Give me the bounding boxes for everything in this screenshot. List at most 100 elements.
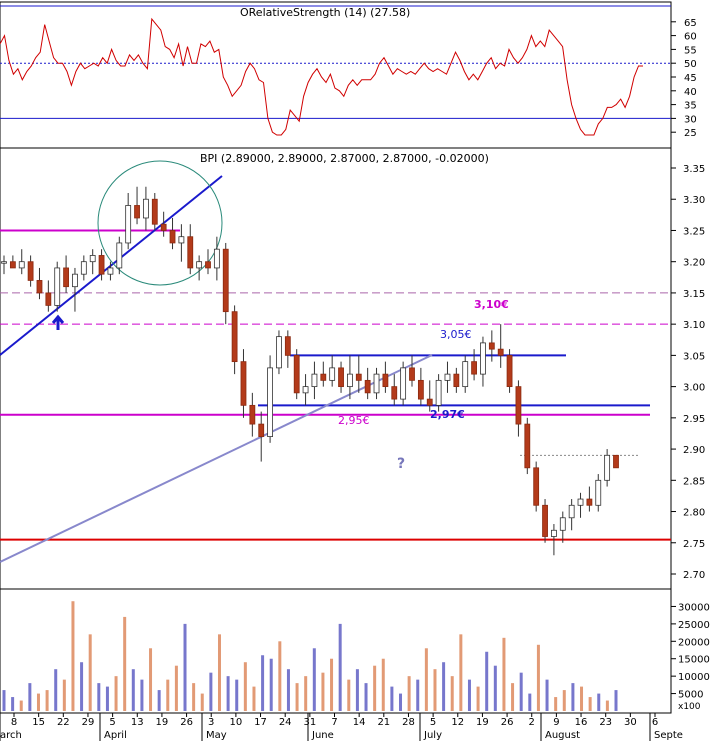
- x-tick-label: 8: [11, 717, 17, 728]
- rsi-reference-lines: [0, 62, 671, 119]
- price-horizontal-lines: [0, 229, 671, 541]
- candle-body: [329, 367, 336, 381]
- rsi-tick-label: 65: [684, 18, 697, 29]
- x-tick-label: 22: [57, 717, 70, 728]
- support-trendline: [0, 354, 433, 563]
- volume-bar: [364, 683, 368, 711]
- candlestick: [506, 349, 513, 393]
- candle-body: [125, 205, 132, 244]
- candle-body: [293, 354, 300, 394]
- candlestick: [27, 255, 34, 287]
- candlestick: [462, 355, 469, 393]
- candle-body: [373, 373, 380, 394]
- price-tick-label: 3.20: [683, 258, 705, 269]
- x-tick-label: 17: [254, 717, 267, 728]
- candlestick: [400, 361, 407, 406]
- x-tick-label: 30: [624, 717, 637, 728]
- x-tick-label: 5: [109, 717, 115, 728]
- rsi-panel: ORelativeStrength (14) (27.58) 65 60 55 50 4…: [0, 1, 697, 149]
- volume-y-axis: 30000 25000 20000 15000 10000 5000: [671, 602, 710, 701]
- volume-bar: [71, 601, 75, 711]
- rsi-tick-label: 25: [684, 128, 697, 139]
- candlestick: [125, 192, 132, 250]
- volume-bar: [519, 672, 523, 711]
- candle-body: [480, 342, 486, 375]
- candlestick: [382, 361, 389, 393]
- candlesticks: [1, 186, 619, 556]
- volume-bar: [114, 676, 118, 711]
- candlestick: [329, 355, 336, 387]
- x-tick-label: 2: [529, 717, 535, 728]
- volume-bar: [226, 676, 230, 711]
- candlestick: [417, 367, 424, 406]
- x-tick-label: 13: [131, 717, 144, 728]
- volume-bar: [493, 665, 497, 711]
- volume-bar: [217, 634, 221, 711]
- candle-body: [63, 267, 69, 288]
- candle-body: [338, 367, 344, 388]
- candle-body: [151, 198, 158, 225]
- candle-body: [347, 373, 353, 388]
- volume-bar: [36, 693, 40, 711]
- volume-bar: [286, 669, 290, 711]
- volume-bar: [140, 679, 144, 711]
- volume-bar: [580, 686, 584, 711]
- volume-bar: [588, 697, 592, 711]
- candlestick: [497, 324, 504, 368]
- rsi-tick-label: 55: [684, 45, 697, 56]
- candlestick: [143, 186, 149, 231]
- price-title: BPI (2.89000, 2.89000, 2.87000, 2.87000,…: [200, 152, 489, 165]
- volume-bar: [338, 623, 342, 711]
- volume-bar: [571, 683, 575, 711]
- volume-tick-label: 25000: [678, 620, 710, 631]
- volume-bar: [433, 669, 437, 711]
- uptrend-line: [0, 175, 223, 356]
- volume-bar: [235, 679, 239, 711]
- x-tick-label: 16: [575, 717, 588, 728]
- x-tick-label: 29: [82, 717, 95, 728]
- volume-bar: [536, 644, 540, 711]
- candle-body: [36, 280, 43, 294]
- volume-bar: [123, 616, 127, 711]
- candlestick: [320, 361, 327, 387]
- volume-bar: [373, 665, 377, 711]
- volume-bar: [545, 679, 549, 711]
- candle-body: [143, 198, 149, 219]
- candlestick: [524, 417, 531, 475]
- rsi-tick-label: 60: [684, 32, 697, 43]
- candle-body: [533, 467, 540, 506]
- candle-body: [542, 504, 548, 537]
- volume-bar: [19, 700, 23, 711]
- volume-panel: 30000 25000 20000 15000 10000 5000 x100: [0, 588, 710, 714]
- candle-body: [400, 367, 407, 400]
- candle-body: [488, 342, 495, 350]
- volume-bar: [2, 690, 6, 711]
- volume-bar: [261, 655, 265, 711]
- volume-bar: [614, 690, 618, 711]
- volume-bar: [390, 686, 394, 711]
- candlestick: [595, 474, 602, 512]
- candle-body: [98, 255, 105, 275]
- rsi-tick-label: 35: [684, 101, 697, 112]
- candle-body: [435, 379, 442, 406]
- volume-bar: [562, 690, 566, 711]
- volume-bar: [192, 683, 196, 711]
- volume-bar: [269, 658, 273, 711]
- candlestick: [213, 236, 220, 281]
- candlestick: [231, 305, 238, 375]
- candlestick: [36, 267, 43, 300]
- candlestick: [196, 255, 203, 281]
- candle-body: [178, 236, 185, 244]
- volume-bar: [105, 686, 109, 711]
- candlestick: [63, 255, 69, 293]
- month-label: June: [311, 730, 334, 741]
- rsi-tick-label: 50: [684, 59, 697, 70]
- label-3-10: 3,10€: [474, 298, 509, 311]
- candle-body: [462, 361, 469, 388]
- price-tick-label: 2.70: [683, 570, 705, 581]
- x-tick-label: 19: [156, 717, 169, 728]
- candlestick: [9, 255, 16, 269]
- x-tick-label: 26: [180, 717, 193, 728]
- volume-bar: [476, 686, 480, 711]
- price-y-axis: 3.35 3.30 3.25 3.20 3.15 3.10 3.05 3.00 2.95 2.90…: [671, 164, 705, 581]
